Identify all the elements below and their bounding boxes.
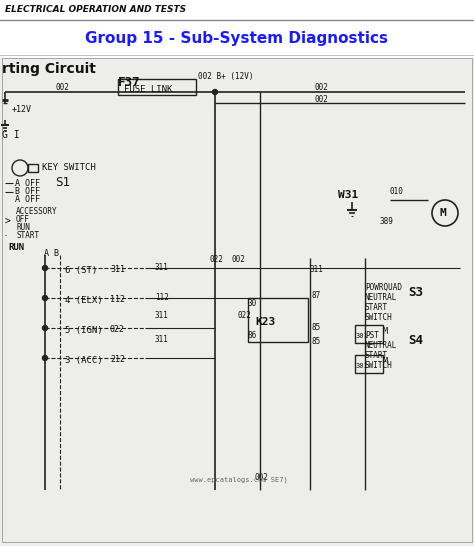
Text: 4 (ELX): 4 (ELX) xyxy=(65,295,103,305)
Text: 5 (IGN): 5 (IGN) xyxy=(65,325,103,335)
Bar xyxy=(0,58,474,546)
Text: B OFF: B OFF xyxy=(15,187,40,197)
Text: 301: 301 xyxy=(356,363,369,369)
Text: SWITCH: SWITCH xyxy=(365,312,393,322)
Text: +12V: +12V xyxy=(12,105,32,115)
Text: POWRQUAD: POWRQUAD xyxy=(365,282,402,292)
Text: NEUTRAL: NEUTRAL xyxy=(365,293,397,301)
Text: >: > xyxy=(5,217,11,227)
Text: RUN: RUN xyxy=(16,223,30,233)
Text: 311: 311 xyxy=(155,311,169,319)
Text: 6 (ST): 6 (ST) xyxy=(65,265,97,275)
Text: 002: 002 xyxy=(55,84,69,92)
Text: 3 (ACC): 3 (ACC) xyxy=(65,355,103,365)
Text: START: START xyxy=(16,232,39,240)
Text: A OFF: A OFF xyxy=(15,179,40,187)
Text: PST: PST xyxy=(365,330,379,340)
Text: 002: 002 xyxy=(315,84,329,92)
Text: 311: 311 xyxy=(310,265,324,275)
Text: G I: G I xyxy=(2,130,19,140)
Text: 002: 002 xyxy=(315,96,329,104)
Text: 85: 85 xyxy=(312,323,321,333)
Text: 112: 112 xyxy=(155,294,169,302)
Text: rting Circuit: rting Circuit xyxy=(2,62,96,76)
Text: 022: 022 xyxy=(238,312,252,321)
Text: .: . xyxy=(3,231,7,237)
Text: KEY SWITCH: KEY SWITCH xyxy=(42,163,96,173)
Text: M: M xyxy=(440,208,447,218)
Circle shape xyxy=(43,265,47,270)
Text: 301: 301 xyxy=(356,333,369,339)
Text: 30: 30 xyxy=(248,299,257,307)
Text: 311: 311 xyxy=(155,335,169,345)
Text: S4: S4 xyxy=(408,334,423,347)
Text: 311: 311 xyxy=(110,265,125,275)
Text: M: M xyxy=(383,357,388,365)
Text: M: M xyxy=(383,327,388,335)
Text: S1: S1 xyxy=(55,176,70,189)
Circle shape xyxy=(43,295,47,300)
Text: SWITCH: SWITCH xyxy=(365,360,393,370)
Text: 002: 002 xyxy=(232,256,246,264)
Text: 85: 85 xyxy=(312,337,321,347)
Text: 212: 212 xyxy=(110,355,125,365)
Text: A OFF: A OFF xyxy=(15,195,40,205)
Text: RUN: RUN xyxy=(8,244,24,252)
Circle shape xyxy=(43,325,47,330)
Text: Group 15 - Sub-System Diagnostics: Group 15 - Sub-System Diagnostics xyxy=(85,31,389,45)
Text: K23: K23 xyxy=(255,317,275,327)
Text: FUSE LINK: FUSE LINK xyxy=(124,86,173,94)
Text: 311: 311 xyxy=(155,264,169,272)
Bar xyxy=(2,58,472,542)
Text: ACCESSORY: ACCESSORY xyxy=(16,207,58,217)
Text: W31: W31 xyxy=(338,190,358,200)
Text: www.epcatalogs.com SE7): www.epcatalogs.com SE7) xyxy=(190,477,288,483)
Bar xyxy=(28,164,38,172)
Bar xyxy=(0,0,474,58)
Text: 010: 010 xyxy=(390,187,404,197)
Text: 87: 87 xyxy=(312,292,321,300)
Text: OFF: OFF xyxy=(16,216,30,224)
Text: 389: 389 xyxy=(380,217,394,227)
Bar xyxy=(118,79,196,95)
Text: START: START xyxy=(365,302,388,312)
Bar xyxy=(248,298,308,342)
Text: 022: 022 xyxy=(210,256,224,264)
Text: ELECTRICAL OPERATION AND TESTS: ELECTRICAL OPERATION AND TESTS xyxy=(5,5,186,14)
Text: START: START xyxy=(365,351,388,359)
Text: 002 B+ (12V): 002 B+ (12V) xyxy=(198,72,254,80)
Text: F37: F37 xyxy=(118,75,140,88)
Bar xyxy=(355,325,383,343)
Circle shape xyxy=(212,90,218,94)
Text: NEUTRAL: NEUTRAL xyxy=(365,341,397,349)
Text: 002: 002 xyxy=(255,473,269,483)
Text: 112: 112 xyxy=(110,295,125,305)
Circle shape xyxy=(43,355,47,360)
Text: A B: A B xyxy=(44,248,59,258)
Text: 022: 022 xyxy=(110,325,125,335)
Text: S3: S3 xyxy=(408,286,423,299)
Text: 86: 86 xyxy=(248,330,257,340)
Bar xyxy=(355,355,383,373)
